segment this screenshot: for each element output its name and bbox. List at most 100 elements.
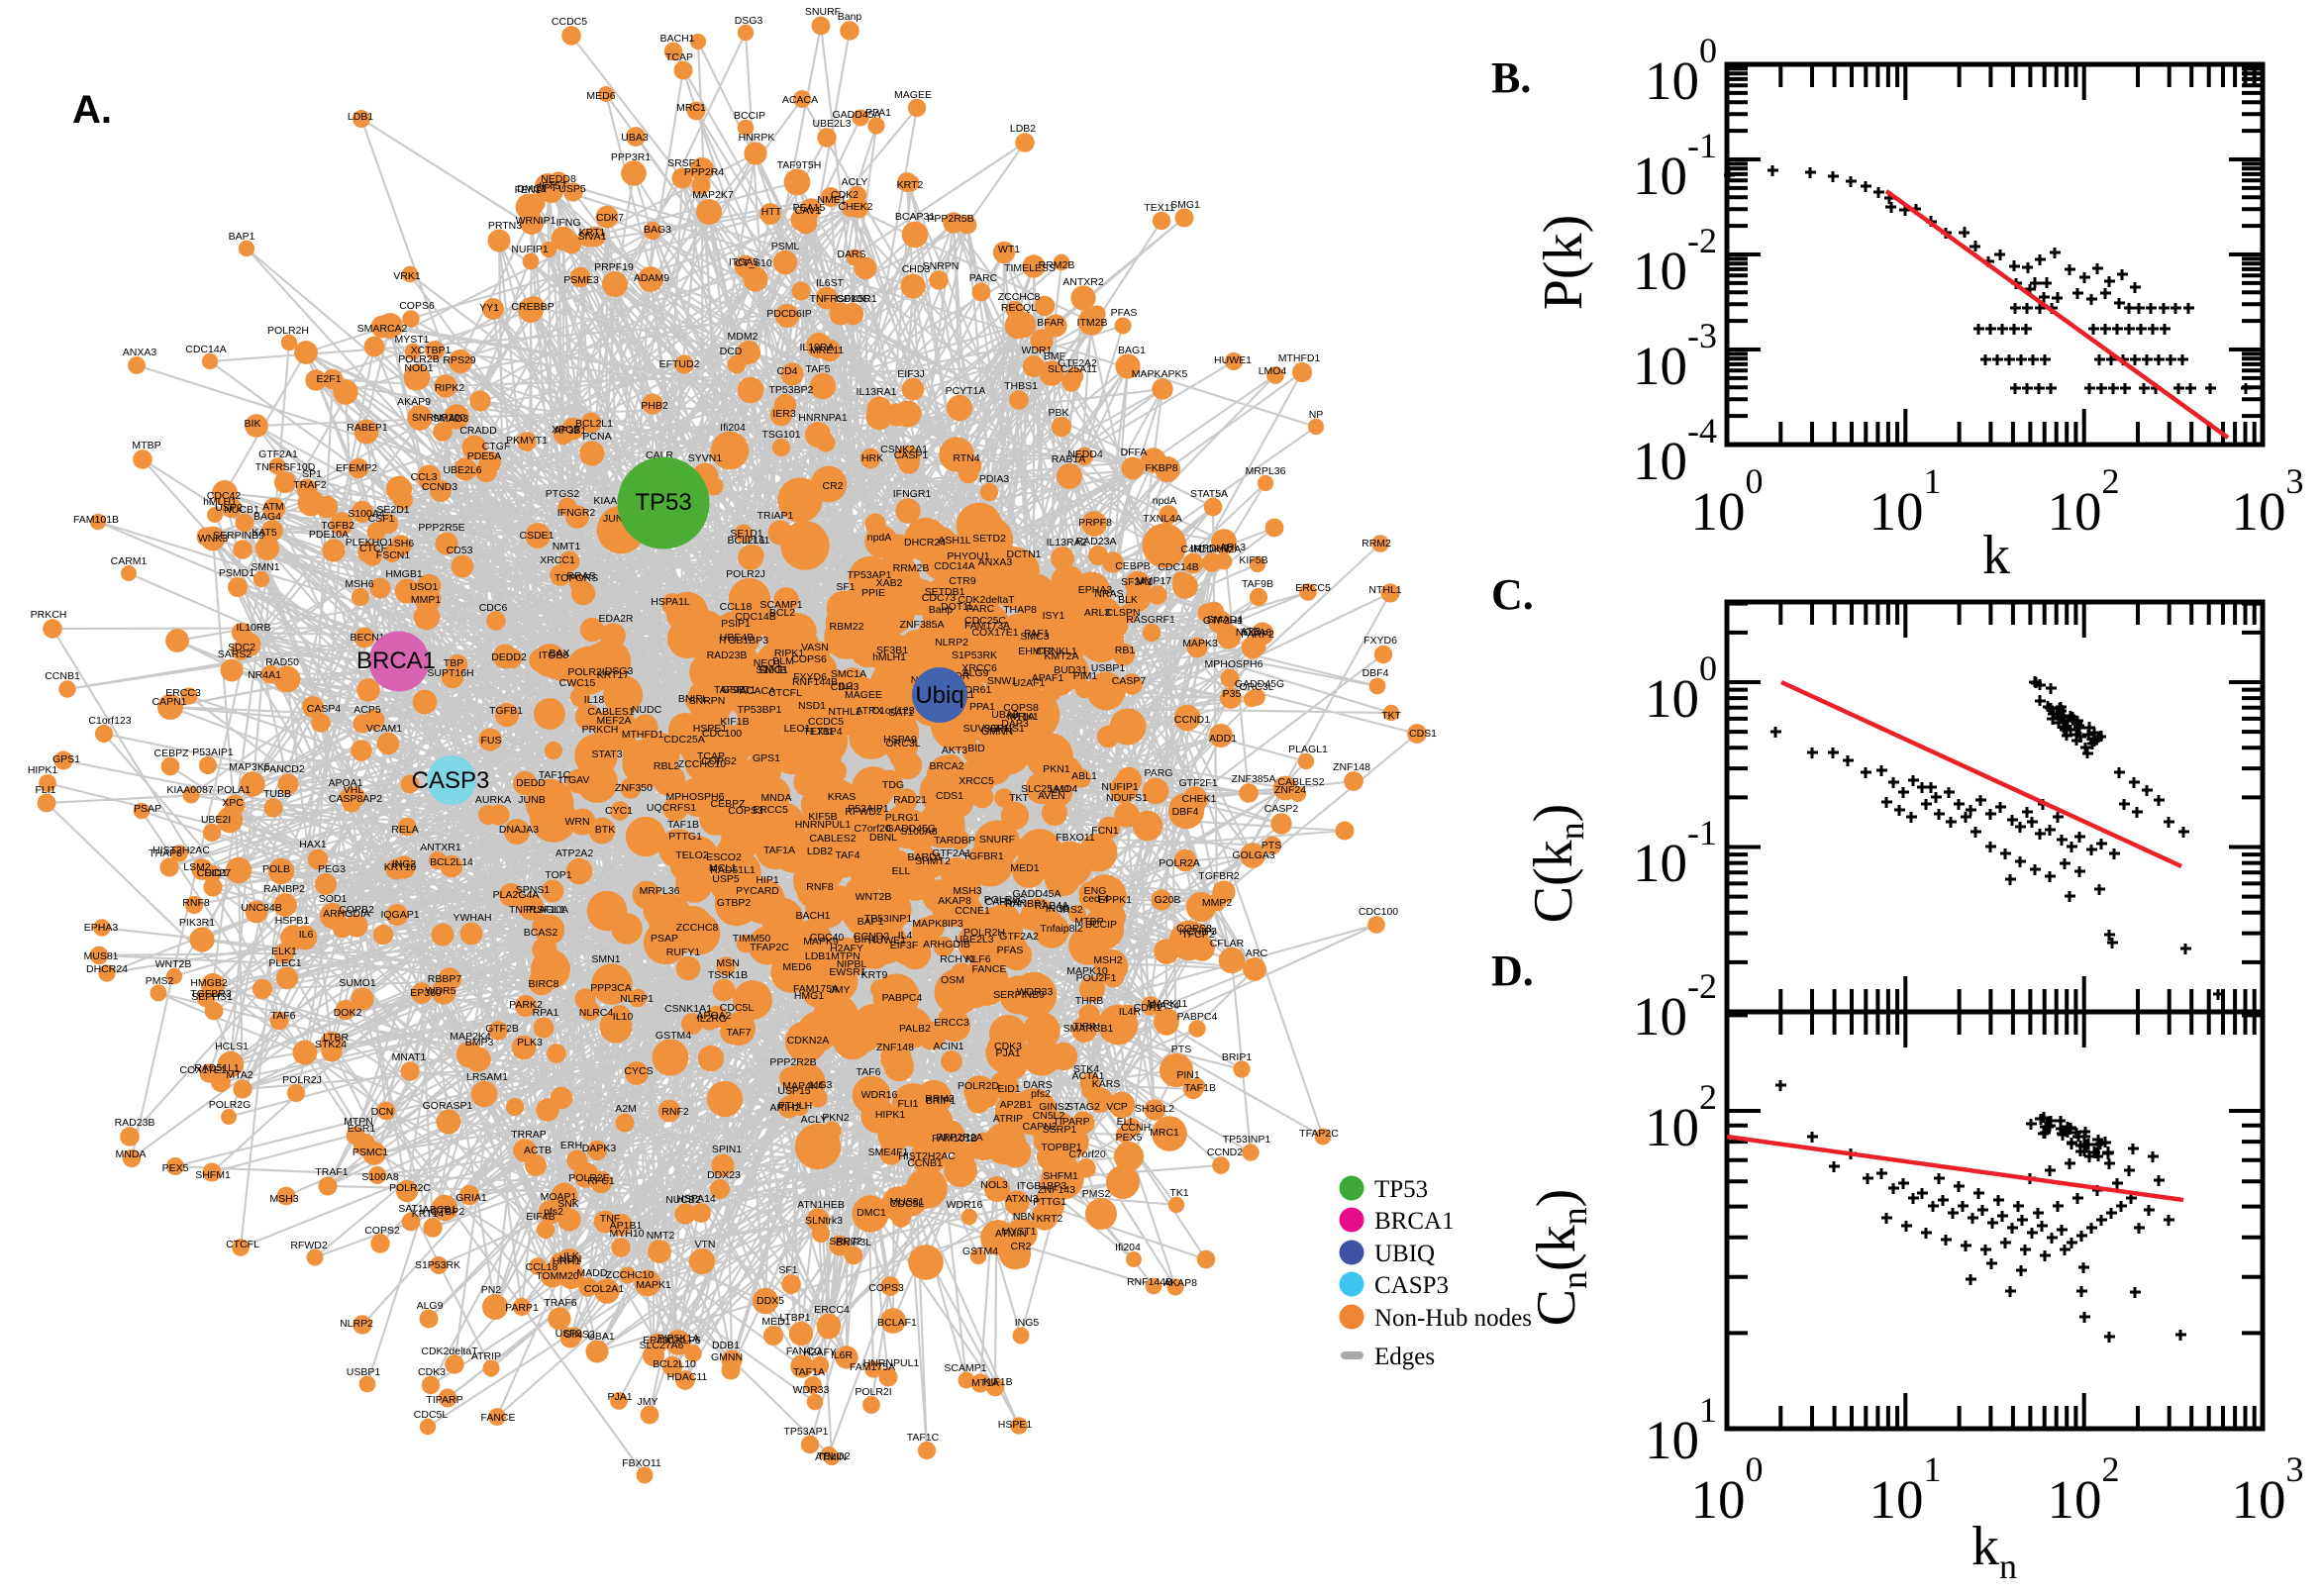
svg-text:COPB2: COPB2 [339, 904, 374, 916]
svg-text:ITGAV: ITGAV [559, 774, 590, 786]
svg-text:MRC1: MRC1 [1150, 1127, 1179, 1139]
svg-text:WDR33: WDR33 [1017, 986, 1054, 998]
svg-text:BCL2L14: BCL2L14 [430, 856, 473, 868]
svg-text:NUCB1: NUCB1 [224, 504, 259, 516]
svg-text:GTBP2: GTBP2 [717, 897, 752, 909]
svg-text:PARC: PARC [966, 603, 995, 615]
svg-text:D.: D. [1491, 947, 1534, 995]
svg-text:SDC2: SDC2 [228, 642, 255, 653]
svg-text:DEDD: DEDD [516, 777, 546, 789]
svg-text:IMPDH2: IMPDH2 [1190, 543, 1230, 554]
svg-text:C4R: C4R [1180, 544, 1201, 555]
svg-text:HRH1: HRH1 [553, 1255, 581, 1267]
svg-text:NR4A1: NR4A1 [248, 669, 281, 681]
svg-text:POLR2J: POLR2J [282, 1074, 322, 1086]
svg-text:ZCCHC10: ZCCHC10 [606, 1269, 655, 1281]
svg-text:EIF3F: EIF3F [890, 940, 919, 951]
svg-text:TXNL4A: TXNL4A [1143, 513, 1182, 525]
svg-text:PTGS2: PTGS2 [546, 488, 580, 500]
svg-text:POLR2E: POLR2E [568, 1172, 609, 1184]
svg-text:PN2: PN2 [481, 1284, 502, 1296]
svg-text:CTR9: CTR9 [949, 575, 976, 587]
svg-text:TP53INP1: TP53INP1 [1223, 1134, 1271, 1146]
svg-text:DBNL: DBNL [869, 832, 897, 844]
svg-text:JMY: JMY [830, 984, 851, 996]
svg-text:IL6: IL6 [299, 929, 314, 941]
svg-text:CDK2: CDK2 [831, 189, 858, 201]
svg-text:TRIAP1: TRIAP1 [758, 510, 794, 522]
svg-text:NEO1: NEO1 [754, 657, 782, 669]
svg-text:BAX: BAX [549, 648, 569, 659]
svg-text:DBF4: DBF4 [1363, 667, 1389, 679]
svg-text:S1P53RK: S1P53RK [952, 649, 997, 661]
svg-text:PPP2R2B: PPP2R2B [769, 1056, 816, 1068]
svg-text:SPNS1: SPNS1 [516, 884, 551, 896]
svg-text:RBL2: RBL2 [654, 760, 679, 772]
svg-text:PHB2: PHB2 [641, 400, 668, 412]
svg-text:WDR16: WDR16 [861, 1089, 898, 1101]
svg-text:PARC: PARC [969, 272, 998, 284]
svg-text:BIRC8: BIRC8 [529, 978, 559, 990]
svg-text:COPS3: COPS3 [728, 805, 763, 817]
svg-text:Edges: Edges [1374, 1344, 1435, 1370]
svg-text:RIPK1: RIPK1 [774, 648, 805, 659]
svg-text:P(k): P(k) [1533, 215, 1594, 310]
svg-text:CABLES2: CABLES2 [1277, 776, 1324, 788]
svg-text:IL6ST: IL6ST [816, 277, 845, 289]
svg-text:HSPA14: HSPA14 [676, 1193, 716, 1205]
svg-text:VTN: VTN [695, 1239, 716, 1250]
svg-text:THBS1: THBS1 [1004, 380, 1038, 392]
svg-text:Ifi204: Ifi204 [720, 422, 746, 434]
svg-text:CDC14A: CDC14A [185, 344, 226, 355]
svg-text:KRAS: KRAS [828, 791, 857, 803]
svg-text:PKMYT1: PKMYT1 [506, 435, 548, 447]
svg-text:TSSK1B: TSSK1B [708, 969, 748, 981]
svg-text:TOPORS: TOPORS [555, 572, 598, 584]
svg-text:MADD: MADD [577, 1267, 608, 1279]
svg-text:LIG3: LIG3 [810, 1079, 833, 1091]
svg-text:ISY1: ISY1 [1043, 610, 1065, 622]
svg-text:SLC25A11: SLC25A11 [1021, 783, 1070, 795]
svg-text:MTBP: MTBP [1074, 916, 1103, 928]
svg-text:PPP2R5B: PPP2R5B [927, 213, 973, 225]
svg-text:ARIH2: ARIH2 [770, 1102, 801, 1114]
svg-text:ITGA5: ITGA5 [729, 256, 759, 268]
svg-text:CDKN2A: CDKN2A [1199, 544, 1242, 555]
svg-text:SLC27A6: SLC27A6 [640, 1340, 684, 1351]
svg-text:AKAP8: AKAP8 [1163, 1277, 1197, 1289]
svg-text:VCAM1: VCAM1 [366, 723, 402, 735]
svg-text:C(kn): C(kn) [1523, 804, 1591, 924]
svg-text:PTS: PTS [1171, 1044, 1191, 1055]
svg-text:PARP2: PARP2 [1241, 629, 1274, 641]
svg-text:BCL2: BCL2 [769, 607, 795, 619]
svg-text:GTF2B: GTF2B [485, 1023, 519, 1035]
svg-text:PSME3: PSME3 [563, 274, 599, 286]
svg-text:BLM: BLM [772, 655, 794, 667]
svg-text:CASP3: CASP3 [1374, 1272, 1449, 1299]
svg-text:CEBPB: CEBPB [1115, 560, 1151, 572]
svg-text:KRT17: KRT17 [597, 669, 630, 681]
svg-text:IFNG: IFNG [556, 217, 580, 229]
svg-text:BMF: BMF [1044, 350, 1065, 362]
svg-text:C7orf20: C7orf20 [1068, 1148, 1106, 1160]
svg-text:RNF2: RNF2 [661, 1106, 689, 1118]
svg-text:ELK1: ELK1 [271, 946, 297, 957]
svg-text:POLR2G: POLR2G [984, 894, 1027, 906]
svg-text:FCN1: FCN1 [1091, 825, 1119, 837]
svg-text:KIF5B: KIF5B [808, 811, 837, 823]
svg-text:TSG101: TSG101 [761, 429, 800, 441]
svg-text:VCP: VCP [1106, 1101, 1128, 1113]
svg-text:SEPHS1: SEPHS1 [191, 991, 233, 1003]
svg-text:CDK3: CDK3 [994, 1041, 1022, 1052]
svg-text:RRM2: RRM2 [1362, 538, 1391, 549]
svg-text:TP53: TP53 [635, 489, 691, 516]
svg-text:BARD1: BARD1 [907, 851, 942, 863]
svg-text:TCAP: TCAP [697, 750, 725, 762]
svg-text:TAF1B: TAF1B [667, 819, 699, 831]
svg-text:LEO1: LEO1 [784, 723, 811, 735]
svg-text:FLI1: FLI1 [897, 1098, 918, 1110]
svg-text:USBP1: USBP1 [1091, 662, 1126, 674]
svg-text:SAT1: SAT1 [398, 1203, 424, 1215]
svg-text:GTF2F1: GTF2F1 [1178, 777, 1217, 789]
svg-text:RFWD2: RFWD2 [845, 806, 881, 818]
